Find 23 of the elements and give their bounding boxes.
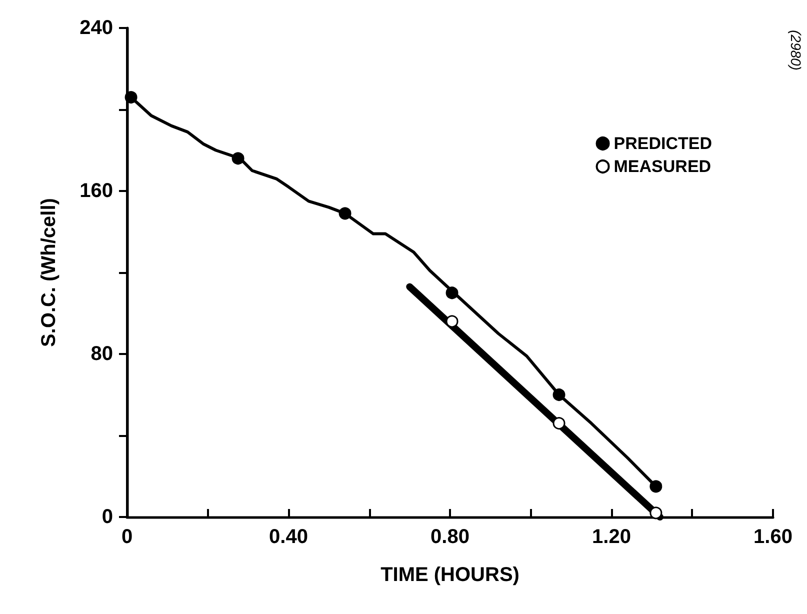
legend-label: MEASURED: [614, 157, 712, 176]
point: [552, 388, 566, 401]
point: [650, 506, 662, 520]
y-axis-title: S.O.C. (Wh/cell): [38, 198, 60, 347]
point: [124, 91, 138, 104]
x-tick-label: 0.80: [430, 526, 470, 548]
point: [446, 286, 458, 300]
y-tick-label: 240: [80, 17, 113, 39]
y-tick-label: 0: [102, 506, 113, 528]
x-tick-label: 0: [121, 526, 133, 548]
y-tick-label: 160: [80, 180, 113, 202]
x-tick-label: 0.40: [269, 526, 308, 548]
y-tick-label: 80: [90, 343, 113, 365]
point: [338, 207, 352, 220]
legend-label: PREDICTED: [614, 134, 712, 153]
point: [650, 480, 662, 493]
text: (2980): [788, 30, 804, 70]
x-tick-label: 1.20: [592, 526, 631, 548]
point: [446, 315, 458, 328]
point: [552, 417, 566, 430]
x-tick-label: 1.60: [754, 526, 792, 548]
x-axis-title: TIME (HOURS): [380, 564, 520, 586]
point: [232, 152, 244, 165]
